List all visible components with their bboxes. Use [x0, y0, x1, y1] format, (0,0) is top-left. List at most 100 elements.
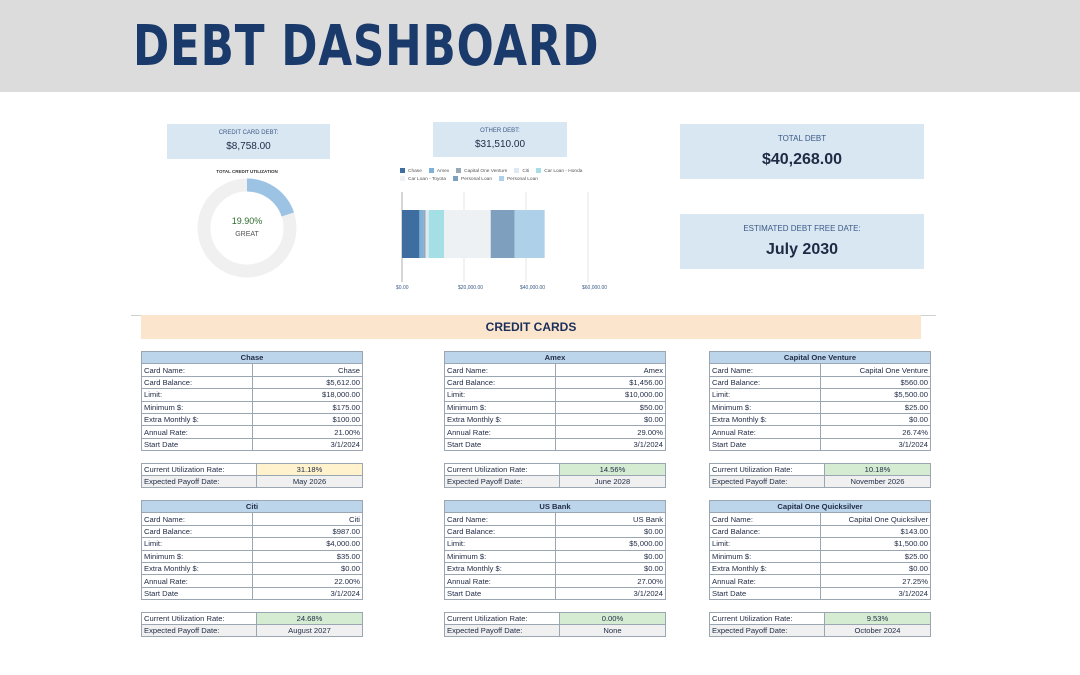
bar-segment [425, 210, 429, 258]
row-value: Chase [251, 363, 363, 377]
row-value: Capital One Venture [819, 363, 931, 377]
table-row: Card Name: Chase [141, 363, 363, 377]
table-row: Start Date 3/1/2024 [444, 586, 666, 601]
row-label: Extra Monthly $: [444, 412, 556, 427]
total-debt-value: $40,268.00 [761, 151, 843, 168]
row-value: $1,456.00 [554, 375, 666, 390]
row-value: $175.00 [251, 400, 363, 414]
table-row: Annual Rate: 26.74% [709, 425, 931, 439]
payoff-value: None [559, 624, 666, 637]
utilization-label: Current Utilization Rate: [709, 463, 825, 476]
utilization-label: Current Utilization Rate: [141, 463, 257, 476]
other-debt-value: $31,510.00 [474, 139, 526, 150]
table-row: Limit: $5,500.00 [709, 388, 931, 402]
table-row: Minimum $: $35.00 [141, 549, 363, 563]
total-debt-box: TOTAL DEBT $40,268.00 [680, 124, 924, 179]
credit-card-debt-label: CREDIT CARD DEBT: [218, 130, 279, 136]
row-value: 3/1/2024 [819, 437, 931, 452]
row-label: Limit: [141, 537, 253, 551]
table-row: Limit: $18,000.00 [141, 388, 363, 402]
row-label: Card Name: [444, 512, 556, 526]
payoff-label: Expected Payoff Date: [709, 475, 825, 488]
bar-segment [428, 210, 445, 258]
table-row: Annual Rate: 27.00% [444, 574, 666, 588]
table-row: Current Utilization Rate: 14.56% [444, 463, 666, 476]
legend-label: Car Loan - Honda [544, 169, 583, 174]
payoff-label: Expected Payoff Date: [444, 475, 560, 488]
payoff-value: August 2027 [256, 624, 363, 637]
row-value: 27.25% [819, 574, 931, 588]
legend-label: Personal Loan [461, 177, 492, 182]
row-value: $0.00 [554, 549, 666, 563]
row-value: $25.00 [819, 400, 931, 414]
row-value: $987.00 [251, 524, 363, 539]
row-value: $560.00 [819, 375, 931, 390]
table-row: Minimum $: $0.00 [444, 549, 666, 563]
table-row: Extra Monthly $: $0.00 [141, 561, 363, 576]
table-row: Card Balance: $5,612.00 [141, 375, 363, 390]
legend-swatch [536, 168, 542, 173]
payoff-value: October 2024 [824, 624, 931, 637]
utilization-value: 24.68% [256, 612, 363, 625]
row-label: Extra Monthly $: [709, 561, 821, 576]
table-row: Minimum $: $25.00 [709, 549, 931, 563]
row-value: 3/1/2024 [554, 586, 666, 601]
other-debt-label: OTHER DEBT: [480, 128, 520, 134]
row-value: 3/1/2024 [251, 586, 363, 601]
card-utilization-table: Current Utilization Rate: 14.56% Expected … [444, 463, 666, 488]
legend-item: Chase [400, 168, 422, 176]
row-value: 3/1/2024 [554, 437, 666, 452]
row-value: $25.00 [819, 549, 931, 563]
row-label: Limit: [709, 388, 821, 402]
row-label: Minimum $: [709, 549, 821, 563]
row-label: Annual Rate: [141, 425, 253, 439]
table-row: Limit: $1,500.00 [709, 537, 931, 551]
utilization-label: Current Utilization Rate: [444, 463, 560, 476]
card-details-table: Capital One Venture Card Name: Capital One… [709, 350, 931, 452]
row-value: Amex [554, 363, 666, 377]
table-row: Current Utilization Rate: 0.00% [444, 612, 666, 625]
bar-segment [423, 210, 426, 258]
row-label: Annual Rate: [444, 574, 556, 588]
bar-segment [419, 210, 424, 258]
bar-segment [514, 210, 545, 258]
row-label: Card Name: [141, 363, 253, 377]
row-label: Limit: [444, 388, 556, 402]
row-label: Annual Rate: [709, 574, 821, 588]
table-row: Start Date 3/1/2024 [709, 586, 931, 601]
payoff-value: June 2028 [559, 475, 666, 488]
row-value: $0.00 [251, 561, 363, 576]
table-row: Card Name: Capital One Venture [709, 363, 931, 377]
payoff-label: Expected Payoff Date: [141, 624, 257, 637]
row-value: Citi [251, 512, 363, 526]
card-utilization-table: Current Utilization Rate: 24.68% Expected … [141, 612, 363, 637]
row-label: Extra Monthly $: [444, 561, 556, 576]
row-label: Start Date [709, 437, 821, 452]
row-label: Limit: [141, 388, 253, 402]
row-label: Extra Monthly $: [709, 412, 821, 427]
legend-item: Amex [428, 168, 449, 176]
table-row: Expected Payoff Date: October 2024 [709, 624, 931, 637]
row-value: $143.00 [819, 524, 931, 539]
row-label: Limit: [709, 537, 821, 551]
row-value: 3/1/2024 [251, 437, 363, 452]
card-details-table: Amex Card Name: Amex Card Balance: $1,456.00… [444, 350, 666, 452]
card-header: Chase [141, 350, 363, 365]
row-label: Start Date [141, 437, 253, 452]
utilization-title: TOTAL CREDIT UTILIZATION [216, 169, 278, 174]
table-row: Expected Payoff Date: August 2027 [141, 624, 363, 637]
card-header: Capital One Venture [709, 350, 931, 365]
donut-fill-arc [246, 178, 294, 217]
row-label: Card Name: [709, 512, 821, 526]
card-utilization-table: Current Utilization Rate: 9.53% Expected P… [709, 612, 931, 637]
legend-item: Personal Loan [498, 176, 538, 184]
utilization-value: 0.00% [559, 612, 666, 625]
row-value: 26.74% [819, 425, 931, 439]
table-row: Start Date 3/1/2024 [141, 437, 363, 452]
legend-swatch [456, 168, 462, 173]
table-row: Card Name: Capital One Quicksilver [709, 512, 931, 526]
card-utilization-table: Current Utilization Rate: 10.18% Expected … [709, 463, 931, 488]
card-details-table: Chase Card Name: Chase Card Balance: $5,612.… [141, 350, 363, 452]
table-row: Extra Monthly $: $0.00 [444, 561, 666, 576]
table-row: Minimum $: $175.00 [141, 400, 363, 414]
